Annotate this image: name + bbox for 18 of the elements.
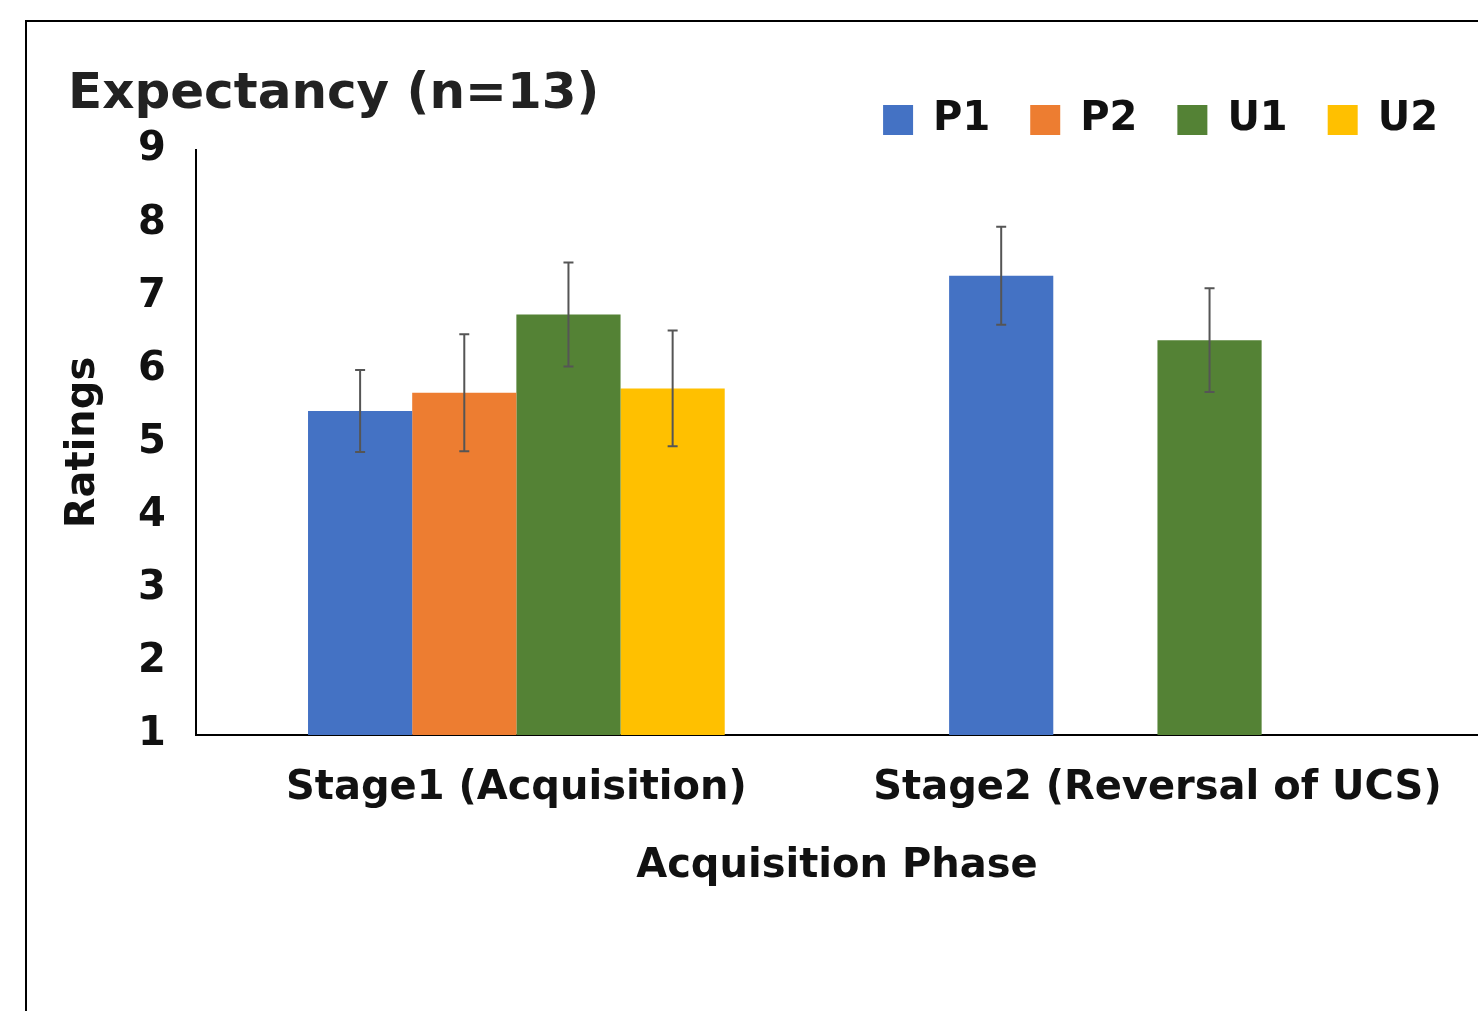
- x-axis-title: Acquisition Phase: [636, 840, 1038, 887]
- legend-label: P2: [1080, 93, 1138, 140]
- y-tick-label: 8: [137, 196, 166, 243]
- chart-title: Expectancy (n=13): [68, 62, 600, 120]
- y-tick-label: 9: [137, 123, 166, 170]
- y-axis-title: Ratings: [57, 356, 104, 529]
- y-tick-label: 4: [137, 489, 166, 536]
- y-tick-label: 7: [137, 269, 166, 316]
- y-tick-label: 6: [137, 342, 166, 389]
- y-tick-label: 3: [137, 562, 166, 609]
- x-tick-label: Stage1 (Acquisition): [285, 762, 747, 809]
- legend-label: U2: [1377, 93, 1438, 140]
- legend-label: P1: [933, 93, 991, 140]
- y-tick-label: 2: [137, 635, 166, 682]
- y-tick-label: 5: [137, 415, 166, 462]
- y-tick-label: 1: [137, 708, 166, 755]
- legend-label: U1: [1227, 93, 1288, 140]
- x-tick-label: Stage2 (Reversal of UCS): [873, 762, 1442, 809]
